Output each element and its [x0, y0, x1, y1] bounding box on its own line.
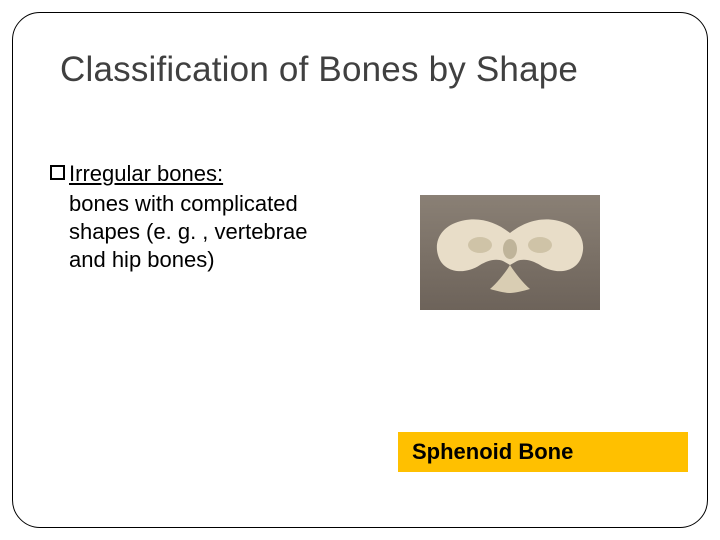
lead-term: Irregular bones: [69, 160, 223, 188]
caption-text: Sphenoid Bone [412, 439, 573, 465]
image-caption: Sphenoid Bone [398, 432, 688, 472]
slide-title: Classification of Bones by Shape [60, 50, 578, 90]
body-text: Irregular bones: bones with complicated … [50, 160, 330, 275]
body-rest: bones with complicated shapes (e. g. , v… [50, 190, 330, 274]
sphenoid-bone-image [420, 195, 600, 310]
bone-illustration-icon [425, 203, 595, 303]
bullet-square-icon [50, 165, 65, 180]
